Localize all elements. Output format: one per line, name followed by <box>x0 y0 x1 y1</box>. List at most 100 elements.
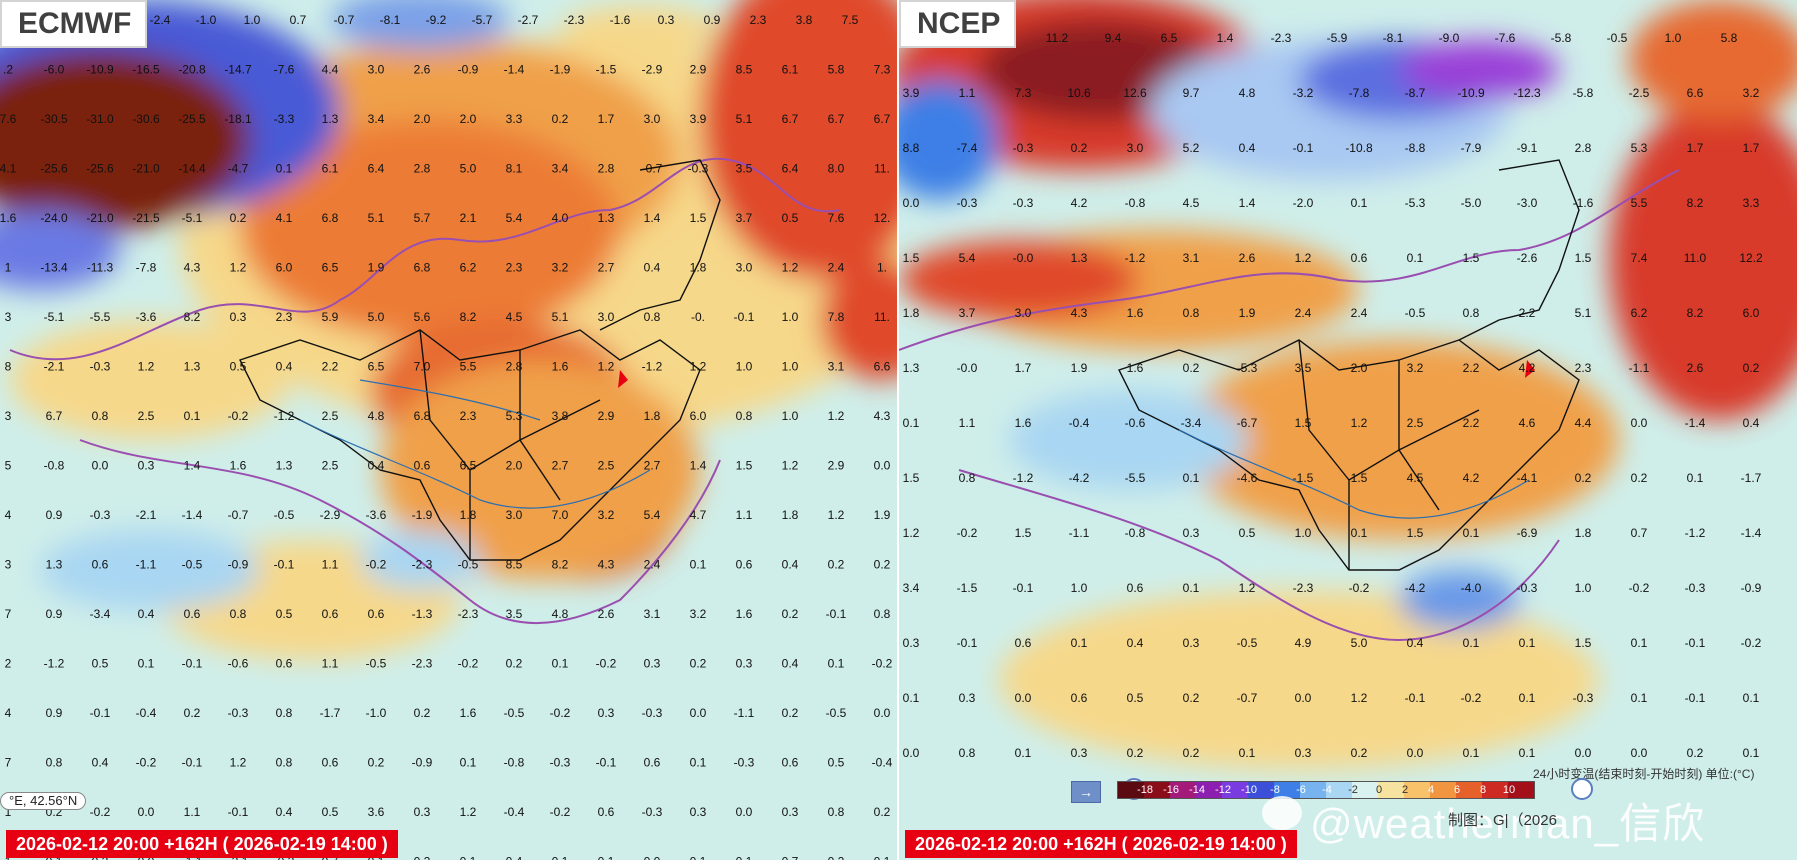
grid-value: 8.5 <box>736 63 753 77</box>
grid-value: -0.3 <box>688 162 709 176</box>
grid-value: -5.8 <box>1573 86 1594 100</box>
grid-value: -8.1 <box>1383 31 1404 45</box>
grid-value: 1.5 <box>1407 526 1424 540</box>
grid-value: 2.5 <box>1407 416 1424 430</box>
grid-value: 10.6 <box>1067 86 1091 100</box>
grid-value: 0.1 <box>1519 746 1536 760</box>
grid-value: 3.2 <box>1743 86 1760 100</box>
grid-value: -3.2 <box>1293 86 1314 100</box>
grid-value: -8.8 <box>1405 141 1426 155</box>
grid-value: 0.8 <box>230 607 247 621</box>
grid-value: 3.0 <box>736 261 753 275</box>
grid-value: 0.1 <box>1631 691 1648 705</box>
grid-value: -0.1 <box>957 636 978 650</box>
grid-value: 5.0 <box>1351 636 1368 650</box>
grid-value: 1.8 <box>903 306 920 320</box>
grid-value: -7.8 <box>136 261 157 275</box>
grid-value: 3.1 <box>644 607 661 621</box>
grid-value: 0.1 <box>1183 471 1200 485</box>
legend-swatch: -4 <box>1322 782 1352 798</box>
legend-swatch: 4 <box>1428 782 1456 798</box>
grid-value: -7.8 <box>1349 86 1370 100</box>
grid-value: 1. <box>877 261 887 275</box>
grid-value: -0.2 <box>596 657 617 671</box>
range-slider-right-handle[interactable] <box>1571 778 1593 800</box>
grid-value: -0.2 <box>136 756 157 770</box>
grid-value: 4.3 <box>184 261 201 275</box>
grid-value: 0.9 <box>704 13 721 27</box>
legend-swatch: -12 <box>1215 782 1248 798</box>
arrow-right-icon[interactable]: → <box>1071 781 1101 803</box>
grid-value: 2.0 <box>460 112 477 126</box>
legend-swatch: -10 <box>1241 782 1274 798</box>
grid-value: -0.3 <box>642 805 663 819</box>
legend-tick-label: 0 <box>1375 784 1383 796</box>
grid-value: 7.0 <box>414 360 431 374</box>
grid-value: -2.3 <box>1271 31 1292 45</box>
grid-value: 2.4 <box>644 558 661 572</box>
grid-value: 0.4 <box>276 360 293 374</box>
grid-value: 4.0 <box>552 211 569 225</box>
grid-value: -2.1 <box>44 360 65 374</box>
grid-value: -0.4 <box>1069 416 1090 430</box>
grid-value: -0.3 <box>1573 691 1594 705</box>
grid-value: 6.7 <box>782 112 799 126</box>
grid-value: 3.0 <box>1127 141 1144 155</box>
grid-value: 1.5 <box>1351 471 1368 485</box>
grid-value: 0.0 <box>903 196 920 210</box>
grid-value: 5 <box>5 459 12 473</box>
grid-value: -0.6 <box>1125 416 1146 430</box>
ecmwf-temperature-change-map[interactable]: -2.4 -1.0 1.0 0.7 -0.7 -8.1 -9.2 -5.7 -2.7 -2.3 -1… <box>0 0 898 860</box>
legend-tick-label: 6 <box>1453 784 1461 796</box>
grid-value: -4.2 <box>1405 581 1426 595</box>
grid-value: 0.1 <box>460 855 477 860</box>
grid-value: -0.8 <box>1125 526 1146 540</box>
grid-value: 1.6 <box>1127 306 1144 320</box>
grid-value: -0.3 <box>228 706 249 720</box>
grid-value: 0.2 <box>1687 746 1704 760</box>
grid-value: 0.1 <box>1183 581 1200 595</box>
grid-value: 6.0 <box>690 409 707 423</box>
grid-value: -0.3 <box>90 360 111 374</box>
model-label-ncep: NCEP <box>899 0 1017 48</box>
grid-value: 2.9 <box>690 63 707 77</box>
grid-value: 12.6 <box>1123 86 1147 100</box>
grid-value: 1.2 <box>460 805 477 819</box>
grid-value: -0.2 <box>366 558 387 572</box>
grid-value: 0.6 <box>736 558 753 572</box>
grid-value: 1.5 <box>903 471 920 485</box>
grid-value: -0.3 <box>957 196 978 210</box>
grid-value: 3.3 <box>506 112 523 126</box>
grid-value: -0.2 <box>1741 636 1762 650</box>
grid-value: 2.6 <box>414 63 431 77</box>
grid-value: 1.6 <box>0 211 17 225</box>
grid-value: 1.2 <box>1351 416 1368 430</box>
grid-value: 0.0 <box>644 855 661 860</box>
grid-value: -0.5 <box>274 508 295 522</box>
grid-value: 0.3 <box>959 691 976 705</box>
grid-value: 0.1 <box>736 855 753 860</box>
grid-value: -0.3 <box>1013 196 1034 210</box>
grid-value: 1.4 <box>690 459 707 473</box>
grid-value: 6.6 <box>874 360 891 374</box>
grid-value: -5.3 <box>1405 196 1426 210</box>
grid-value: 0.7 <box>1631 526 1648 540</box>
grid-value: 5.1 <box>736 112 753 126</box>
grid-value: 0.2 <box>1743 361 1760 375</box>
grid-value: 1.3 <box>46 558 63 572</box>
grid-value: 5.5 <box>460 360 477 374</box>
grid-value: 0.2 <box>828 558 845 572</box>
grid-value: 2.2 <box>1463 416 1480 430</box>
grid-value: -5.1 <box>44 310 65 324</box>
grid-value: 6.6 <box>1687 86 1704 100</box>
grid-value: -10.8 <box>1345 141 1373 155</box>
grid-value: -1.5 <box>957 581 978 595</box>
grid-value: -21.5 <box>132 211 160 225</box>
grid-value: 1 <box>5 261 12 275</box>
grid-value: 7.3 <box>874 63 891 77</box>
grid-value: -2.7 <box>518 13 539 27</box>
grid-value: -5.3 <box>1237 361 1258 375</box>
grid-value: 1.3 <box>598 211 615 225</box>
ncep-temperature-change-map[interactable]: 1.4 11.2 9.4 6.5 1.4 -2.3 -5.9 -8.1 -9.0 -7.6 -5.8… <box>899 0 1797 860</box>
grid-value: -7.4 <box>957 141 978 155</box>
